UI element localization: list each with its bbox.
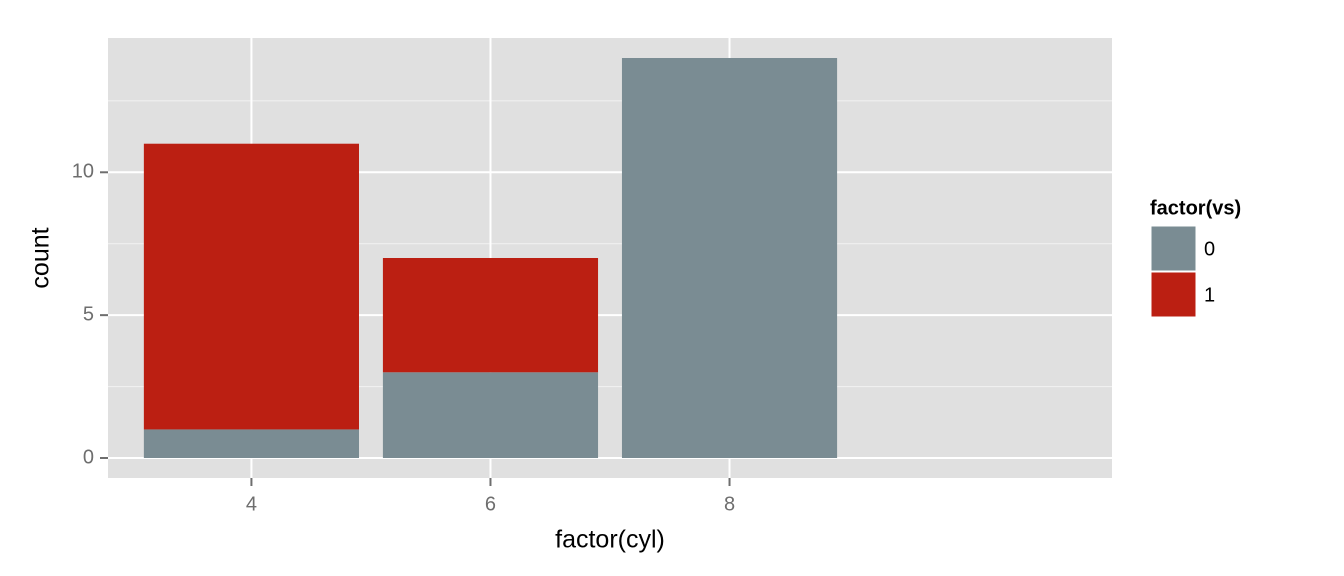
- bar-segment: [621, 58, 838, 458]
- bar-segment: [382, 372, 599, 458]
- y-tick-label: 10: [72, 161, 94, 183]
- legend-label: 0: [1204, 238, 1215, 260]
- legend-label: 1: [1204, 284, 1215, 306]
- y-axis-title: count: [27, 227, 55, 288]
- bar-segment: [382, 258, 599, 373]
- x-axis-title: factor(cyl): [555, 526, 665, 554]
- bar-segment: [143, 143, 359, 430]
- legend-key: [1150, 271, 1197, 318]
- y-tick-label: 0: [83, 446, 94, 468]
- x-tick-label: 8: [724, 493, 735, 515]
- legend-title: factor(vs): [1150, 197, 1241, 219]
- x-tick-label: 6: [485, 493, 496, 515]
- bar-segment: [143, 429, 359, 458]
- x-tick-label: 4: [246, 493, 257, 515]
- legend-key: [1150, 225, 1197, 272]
- y-tick-label: 5: [83, 303, 94, 325]
